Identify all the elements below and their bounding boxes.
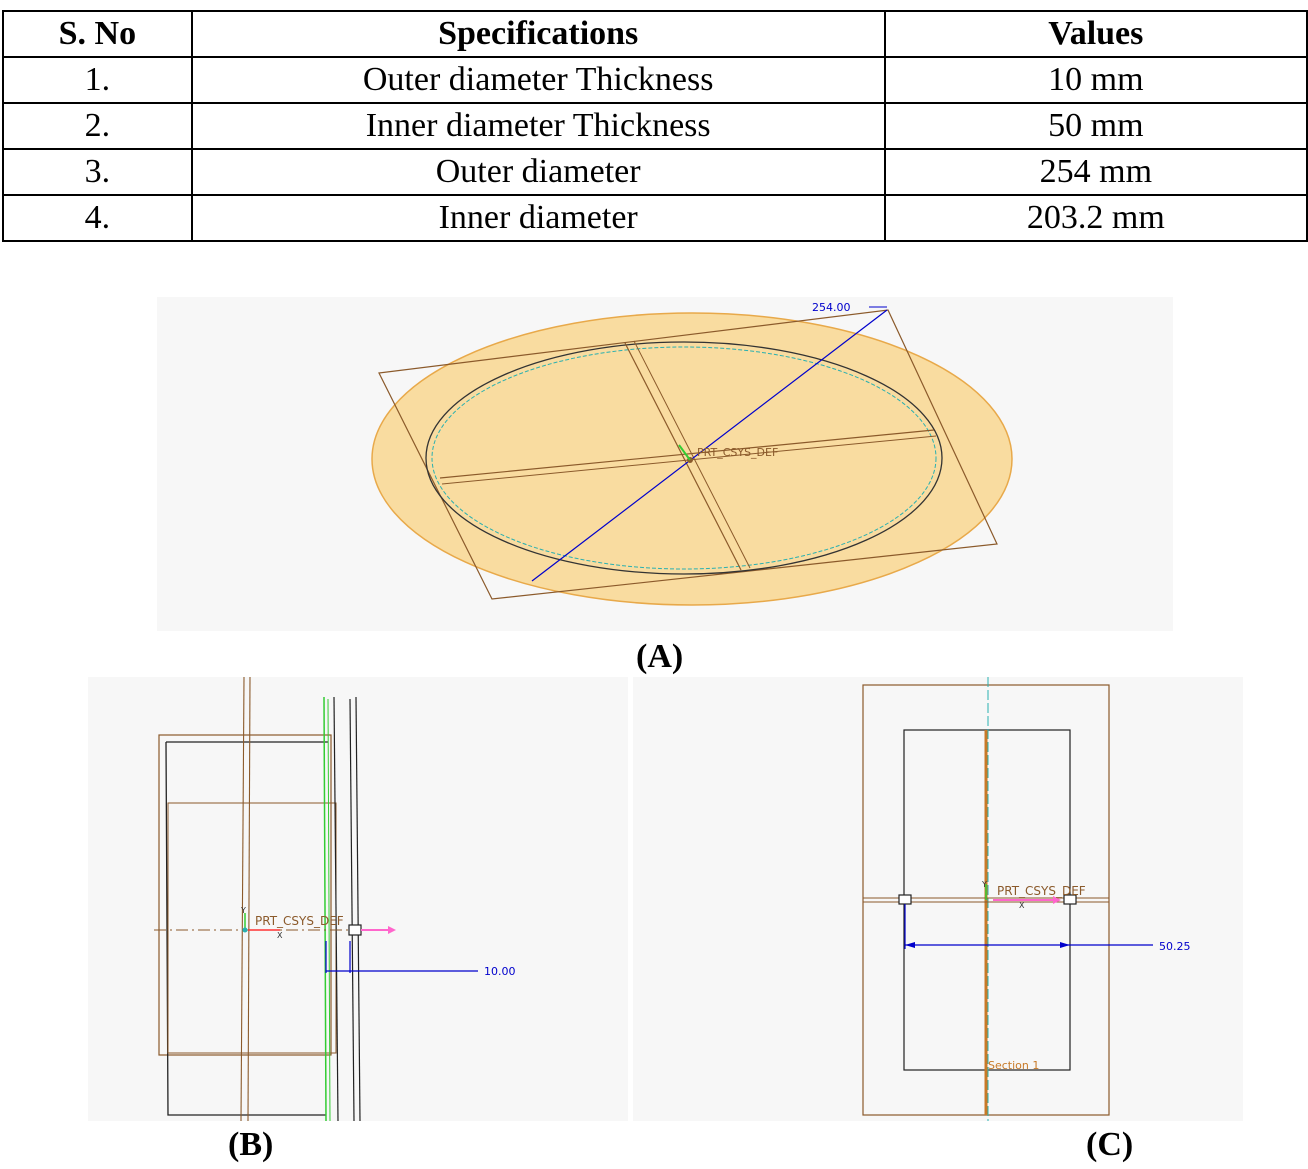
datum-plane-vertical bbox=[633, 340, 751, 569]
dimension-arrowhead bbox=[1060, 942, 1070, 948]
table-row: 3. Outer diameter 254 mm bbox=[2, 148, 1308, 196]
csys-axis-label-x: X bbox=[277, 931, 283, 940]
datum-plane-vertical bbox=[247, 677, 251, 1121]
section-view-drawing: Y X PRT_CSYS_DEF 50.25 Section 1 bbox=[862, 677, 1191, 1121]
rim-edge bbox=[349, 698, 355, 1121]
rim-outer-edge bbox=[425, 341, 943, 575]
cell-value: 10 mm bbox=[883, 56, 1308, 104]
section-label: Section 1 bbox=[988, 1059, 1039, 1072]
rim-edge bbox=[355, 696, 361, 1121]
direction-arrowhead bbox=[1053, 896, 1061, 904]
table-row: 4. Inner diameter 203.2 mm bbox=[2, 194, 1308, 242]
header-values: Values bbox=[883, 10, 1308, 58]
datum-plane-outline bbox=[378, 309, 998, 600]
figure-caption-a: (A) bbox=[636, 638, 684, 675]
direction-arrowhead bbox=[388, 926, 396, 934]
width-dimension-value: 50.25 bbox=[1159, 940, 1191, 953]
cell-value: 203.2 mm bbox=[883, 194, 1308, 242]
cell-specification: Inner diameter bbox=[190, 194, 886, 242]
datum-plane-horizontal bbox=[439, 429, 935, 479]
specifications-table: S. No Specifications Values 1. Outer dia… bbox=[2, 10, 1308, 242]
cad-view-side: Y X PRT_CSYS_DEF 10.00 bbox=[88, 677, 628, 1121]
rim-edge-green bbox=[323, 696, 327, 1121]
csys-label: PRT_CSYS_DEF bbox=[997, 884, 1086, 898]
selection-handle bbox=[898, 894, 912, 905]
csys-axis-label-y: Y bbox=[981, 880, 987, 889]
cell-specification: Inner diameter Thickness bbox=[190, 102, 886, 150]
datum-plane-vertical bbox=[624, 342, 742, 571]
isometric-drawing: 254.00 PRT_CSYS_DEF bbox=[371, 301, 1013, 606]
cell-value: 254 mm bbox=[883, 148, 1308, 196]
header-specifications: Specifications bbox=[190, 10, 886, 58]
cell-sno: 3. bbox=[2, 148, 193, 196]
disc-profile-left bbox=[165, 741, 326, 1116]
thickness-dimension-value: 10.00 bbox=[484, 965, 516, 978]
diameter-dimension-value: 254.00 bbox=[812, 301, 851, 314]
cell-sno: 4. bbox=[2, 194, 193, 242]
diameter-dimension-line bbox=[531, 309, 888, 582]
cell-specification: Outer diameter bbox=[190, 148, 886, 196]
selection-handle bbox=[1063, 894, 1077, 905]
rim-edge bbox=[333, 696, 339, 1121]
header-sno: S. No bbox=[2, 10, 193, 58]
disc-body-outline bbox=[158, 734, 332, 1056]
table-header-row: S. No Specifications Values bbox=[2, 10, 1308, 58]
cad-view-isometric: 254.00 PRT_CSYS_DEF bbox=[157, 297, 1173, 631]
table-row: 1. Outer diameter Thickness 10 mm bbox=[2, 56, 1308, 104]
csys-label: PRT_CSYS_DEF bbox=[255, 914, 344, 928]
cell-sno: 1. bbox=[2, 56, 193, 104]
csys-y-axis bbox=[678, 444, 691, 461]
csys-label: PRT_CSYS_DEF bbox=[697, 446, 778, 459]
dimension-arrowhead bbox=[905, 942, 915, 948]
csys-origin bbox=[242, 927, 248, 933]
hub-outline bbox=[167, 802, 337, 1054]
datum-plane-vertical bbox=[240, 677, 245, 1121]
csys-axis-label-x: X bbox=[1019, 901, 1025, 910]
side-view-drawing: Y X PRT_CSYS_DEF 10.00 bbox=[154, 677, 516, 1121]
table-row: 2. Inner diameter Thickness 50 mm bbox=[2, 102, 1308, 150]
figure-caption-b: (B) bbox=[228, 1126, 274, 1163]
csys-axis-label-y: Y bbox=[240, 906, 246, 915]
cell-sno: 2. bbox=[2, 102, 193, 150]
cell-value: 50 mm bbox=[883, 102, 1308, 150]
cell-specification: Outer diameter Thickness bbox=[190, 56, 886, 104]
rim-edge-green bbox=[327, 698, 331, 1121]
rim-inner-edge bbox=[431, 346, 937, 570]
figure-caption-c: (C) bbox=[1086, 1126, 1134, 1163]
selection-handle bbox=[348, 924, 362, 936]
cad-view-section: Y X PRT_CSYS_DEF 50.25 Section 1 bbox=[633, 677, 1243, 1121]
